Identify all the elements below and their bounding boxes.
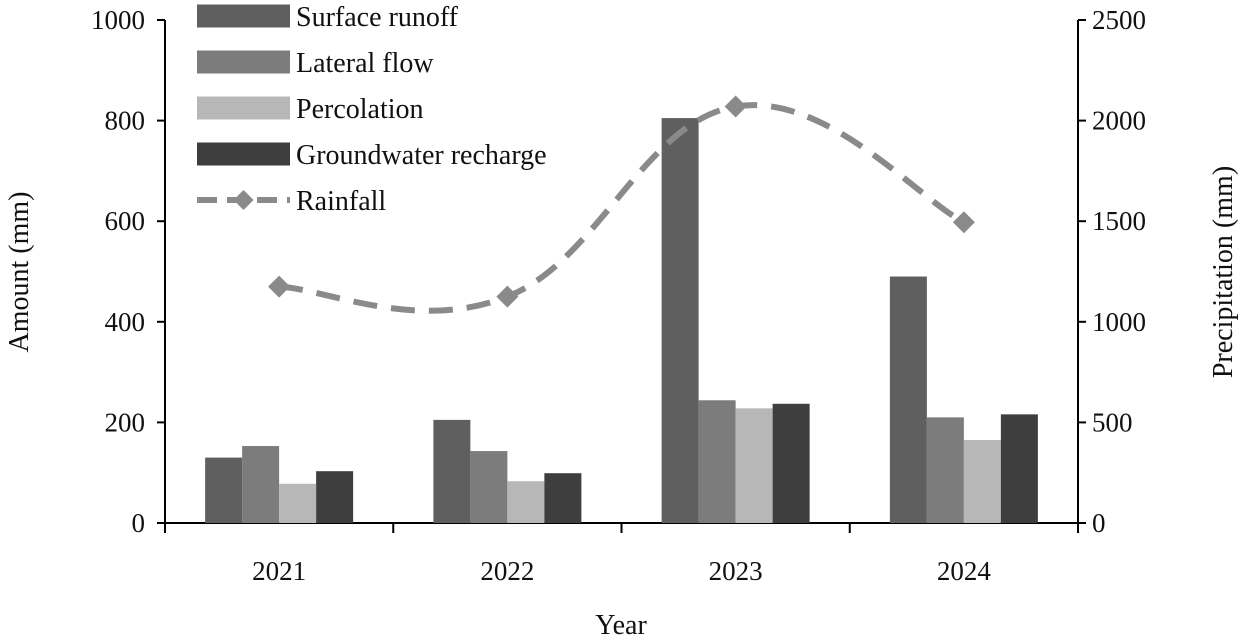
y-tick-label: 0 [132,508,146,538]
y2-tick-label: 1500 [1092,206,1146,236]
legend-label: Surface runoff [296,2,459,33]
bar [735,408,773,523]
y-tick-label: 200 [105,407,146,437]
rainfall-marker [496,285,519,308]
legend-label: Groundwater recharge [296,140,547,171]
bars [205,118,1038,524]
bar [698,400,736,523]
legend-swatch [197,142,290,166]
legend-label: Rainfall [296,186,386,217]
rainfall-line [278,102,966,314]
bar [507,481,545,523]
bar [433,419,471,523]
bar [279,483,317,523]
ticks: 0 200 400 600 800 1000 0 500 1000 1500 2000 2500 202… [91,5,1146,586]
y-tick-label: 800 [105,106,146,136]
x-tick-label: 2024 [937,556,992,586]
legend-marker [233,190,254,210]
bar [889,276,927,523]
bar [470,451,508,523]
legend: Surface runoff Lateral flow Percolation Gro… [197,2,547,217]
x-tick-label: 2023 [709,556,763,586]
bar [242,446,280,523]
bar [544,473,582,523]
y-tick-label: 600 [105,206,146,236]
legend-swatch [197,96,290,120]
y2-tick-label: 1000 [1092,307,1146,337]
rainfall-marker [268,275,291,298]
bar [963,440,1001,523]
legend-swatch [197,50,290,74]
x-axis-title: Year [595,610,647,639]
y2-tick-label: 500 [1092,407,1133,437]
x-tick-label: 2021 [252,556,306,586]
x-tick-label: 2022 [480,556,534,586]
legend-label: Percolation [296,94,424,125]
y-axis-title: Amount (mm) [4,192,35,353]
rainfall-marker [724,95,747,118]
bar [316,471,354,523]
rainfall-series [268,95,975,314]
bar [926,417,964,523]
y2-axis-title: Precipitation (mm) [1208,166,1239,378]
rainfall-marker [952,211,975,234]
y2-tick-label: 0 [1092,508,1106,538]
y2-tick-label: 2500 [1092,5,1146,35]
bar [661,118,699,524]
y-tick-label: 400 [105,307,146,337]
y2-tick-label: 2000 [1092,106,1146,136]
bar [205,457,243,523]
bar [772,403,810,523]
y-tick-label: 1000 [91,5,145,35]
legend-swatch [197,4,290,28]
legend-label: Lateral flow [296,48,434,79]
bar [1000,414,1038,523]
